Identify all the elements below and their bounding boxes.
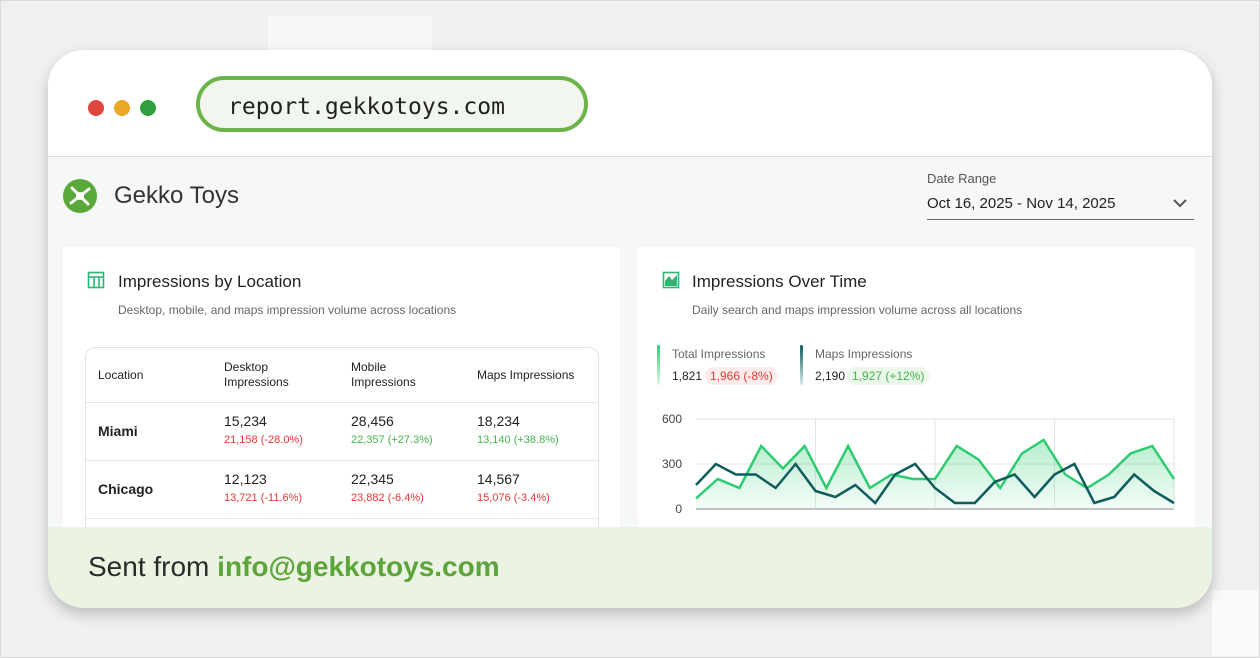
desktop-value: 12,123 bbox=[224, 471, 267, 487]
total-legend-label: Total Impressions bbox=[672, 347, 766, 361]
total-impressions-line bbox=[695, 438, 1176, 500]
maps-value: 18,234 bbox=[477, 413, 520, 429]
desktop-change: 13,721 (-11.6%) bbox=[224, 492, 303, 504]
impressions-by-location-card: Impressions by Location Desktop, mobile,… bbox=[63, 247, 620, 569]
brand-name: Gekko Toys bbox=[114, 182, 239, 209]
maps-value: 14,567 bbox=[477, 471, 520, 487]
impressions-line-chart: 0 300 600 bbox=[662, 412, 1176, 516]
location-name: Chicago bbox=[98, 481, 154, 497]
maps-legend-swatch bbox=[800, 345, 803, 385]
sender-email-link[interactable]: info@gekkotoys.com bbox=[217, 551, 500, 582]
maps-change: 13,140 (+38.8%) bbox=[477, 434, 559, 446]
footer-text: Sent from info@gekkotoys.com bbox=[88, 551, 500, 583]
area-chart-icon bbox=[662, 271, 680, 289]
column-header: Location bbox=[98, 367, 144, 382]
maps-legend-label: Maps Impressions bbox=[815, 347, 913, 361]
total-value: 1,821 bbox=[672, 369, 703, 383]
mobile-change: 23,882 (-6.4%) bbox=[351, 492, 424, 504]
column-header: Mobile Impressions bbox=[351, 360, 416, 389]
close-window-button[interactable] bbox=[88, 100, 104, 116]
total-change-badge: 1,966 (-8%) bbox=[705, 367, 778, 385]
maps-change: 15,076 (-3.4%) bbox=[477, 492, 550, 504]
mobile-value: 22,345 bbox=[351, 471, 394, 487]
mobile-value: 28,456 bbox=[351, 413, 394, 429]
divider bbox=[86, 460, 598, 461]
location-name: Miami bbox=[98, 423, 138, 439]
report-page: Gekko Toys Date Range Oct 16, 2025 - Nov… bbox=[48, 157, 1212, 569]
chevron-down-icon bbox=[1173, 199, 1187, 208]
mobile-change: 22,357 (+27.3%) bbox=[351, 434, 433, 446]
y-tick-label: 300 bbox=[662, 457, 682, 471]
address-bar[interactable]: report.gekkotoys.com bbox=[196, 76, 588, 132]
maps-impressions-line bbox=[695, 461, 1175, 505]
card-title: Impressions Over Time bbox=[692, 272, 867, 291]
card-title: Impressions by Location bbox=[118, 272, 302, 291]
browser-titlebar: report.gekkotoys.com bbox=[48, 50, 1212, 157]
divider bbox=[86, 518, 598, 519]
browser-window: report.gekkotoys.com Gekko Toys Date Ran… bbox=[48, 50, 1212, 608]
date-range-value: Oct 16, 2025 - Nov 14, 2025 bbox=[927, 195, 1116, 212]
divider bbox=[86, 402, 598, 403]
date-range-label: Date Range bbox=[927, 171, 997, 186]
address-bar-url: report.gekkotoys.com bbox=[228, 94, 505, 120]
y-tick-label: 600 bbox=[662, 412, 682, 426]
total-legend-swatch bbox=[657, 345, 660, 385]
gekko-logo-icon bbox=[63, 179, 97, 213]
background-tab bbox=[268, 16, 432, 56]
date-range-select[interactable]: Oct 16, 2025 - Nov 14, 2025 bbox=[927, 193, 1194, 220]
maps-change-badge: 1,927 (+12%) bbox=[847, 367, 930, 385]
background-panel bbox=[1212, 590, 1258, 656]
column-header: Desktop Impressions bbox=[224, 360, 289, 389]
desktop-value: 15,234 bbox=[224, 413, 267, 429]
card-subtitle: Daily search and maps impression volume … bbox=[692, 303, 1023, 317]
maximize-window-button[interactable] bbox=[140, 100, 156, 116]
table-icon bbox=[87, 271, 105, 289]
email-footer: Sent from info@gekkotoys.com bbox=[48, 527, 1212, 608]
minimize-window-button[interactable] bbox=[114, 100, 130, 116]
desktop-change: 21,158 (-28.0%) bbox=[224, 434, 303, 446]
footer-prefix: Sent from bbox=[88, 551, 218, 582]
y-tick-label: 0 bbox=[675, 502, 682, 516]
card-subtitle: Desktop, mobile, and maps impression vol… bbox=[118, 303, 457, 317]
column-header: Maps Impressions bbox=[477, 367, 575, 382]
maps-value: 2,190 bbox=[815, 369, 846, 383]
impressions-over-time-card: Impressions Over Time Daily search and m… bbox=[638, 247, 1195, 547]
